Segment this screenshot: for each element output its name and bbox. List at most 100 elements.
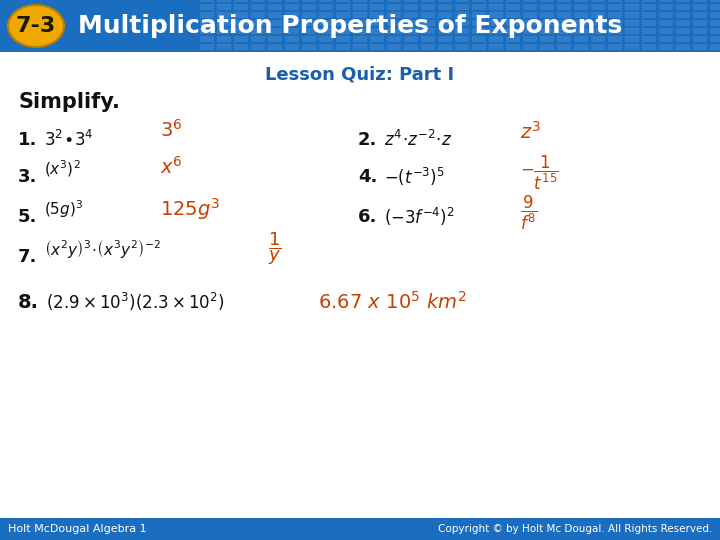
Bar [251, 36, 265, 42]
Bar [574, 4, 588, 10]
Text: 3.: 3. [18, 168, 37, 186]
Bar [268, 0, 282, 2]
Bar [506, 12, 520, 18]
Bar [625, 0, 639, 2]
Bar [642, 44, 656, 50]
Bar [659, 36, 673, 42]
Bar [387, 28, 401, 34]
Bar [506, 20, 520, 26]
Bar [693, 36, 707, 42]
Bar [489, 0, 503, 2]
Bar [438, 0, 452, 2]
Bar [421, 28, 435, 34]
Bar [370, 0, 384, 2]
Bar [557, 12, 571, 18]
Bar [557, 36, 571, 42]
Bar [319, 28, 333, 34]
Bar [557, 44, 571, 50]
Bar [251, 0, 265, 2]
Bar [489, 44, 503, 50]
Bar [370, 4, 384, 10]
Bar [302, 20, 316, 26]
Bar [608, 36, 622, 42]
Bar [387, 0, 401, 2]
Bar [302, 36, 316, 42]
Bar [200, 20, 214, 26]
Bar [285, 4, 299, 10]
Bar [659, 20, 673, 26]
Bar [591, 28, 605, 34]
Text: Copyright © by Holt Mc Dougal. All Rights Reserved.: Copyright © by Holt Mc Dougal. All Right… [438, 524, 712, 534]
Bar [438, 20, 452, 26]
Bar [540, 4, 554, 10]
Bar [591, 0, 605, 2]
Bar [472, 28, 486, 34]
Bar [676, 12, 690, 18]
Bar [676, 44, 690, 50]
Bar [438, 44, 452, 50]
Bar [336, 0, 350, 2]
Text: $z^4\!\cdot\! z^{-2}\!\cdot\! z$: $z^4\!\cdot\! z^{-2}\!\cdot\! z$ [384, 130, 452, 150]
Bar [710, 12, 720, 18]
Bar [285, 20, 299, 26]
Bar [642, 36, 656, 42]
Bar [574, 12, 588, 18]
Bar [676, 4, 690, 10]
Bar [421, 4, 435, 10]
Bar [353, 36, 367, 42]
Bar [540, 12, 554, 18]
Bar [200, 44, 214, 50]
Bar [336, 12, 350, 18]
Bar [421, 44, 435, 50]
Bar [489, 4, 503, 10]
Bar [438, 12, 452, 18]
Bar [268, 20, 282, 26]
Bar [625, 20, 639, 26]
Bar [336, 4, 350, 10]
Bar [540, 44, 554, 50]
Bar [574, 28, 588, 34]
Bar [217, 20, 231, 26]
Bar [302, 0, 316, 2]
Bar [217, 0, 231, 2]
Bar [506, 36, 520, 42]
Bar [370, 20, 384, 26]
Bar [421, 0, 435, 2]
Bar [472, 4, 486, 10]
Bar [200, 0, 214, 2]
Bar [659, 4, 673, 10]
Text: $125g^3$: $125g^3$ [160, 196, 220, 222]
Text: $(2.9 \times 10^3)(2.3 \times 10^2)$: $(2.9 \times 10^3)(2.3 \times 10^2)$ [46, 291, 225, 313]
Bar [557, 20, 571, 26]
Bar [506, 4, 520, 10]
Bar [404, 20, 418, 26]
Bar [489, 36, 503, 42]
Bar [659, 28, 673, 34]
Bar [200, 28, 214, 34]
Bar [625, 44, 639, 50]
Bar [217, 4, 231, 10]
Bar [455, 12, 469, 18]
Bar [659, 12, 673, 18]
Bar [302, 4, 316, 10]
Bar [285, 0, 299, 2]
Bar [523, 12, 537, 18]
Bar [455, 0, 469, 2]
Text: 4.: 4. [358, 168, 377, 186]
Bar [523, 20, 537, 26]
Bar [608, 20, 622, 26]
Bar [285, 12, 299, 18]
Bar [404, 4, 418, 10]
Bar [268, 44, 282, 50]
Bar [608, 4, 622, 10]
Bar [676, 0, 690, 2]
Bar [574, 44, 588, 50]
Bar [540, 28, 554, 34]
Bar [642, 4, 656, 10]
Text: $3^2\!\bullet\! 3^4$: $3^2\!\bullet\! 3^4$ [44, 130, 94, 150]
Bar [574, 0, 588, 2]
Bar [251, 4, 265, 10]
Bar [506, 0, 520, 2]
Bar [625, 4, 639, 10]
Bar [387, 44, 401, 50]
